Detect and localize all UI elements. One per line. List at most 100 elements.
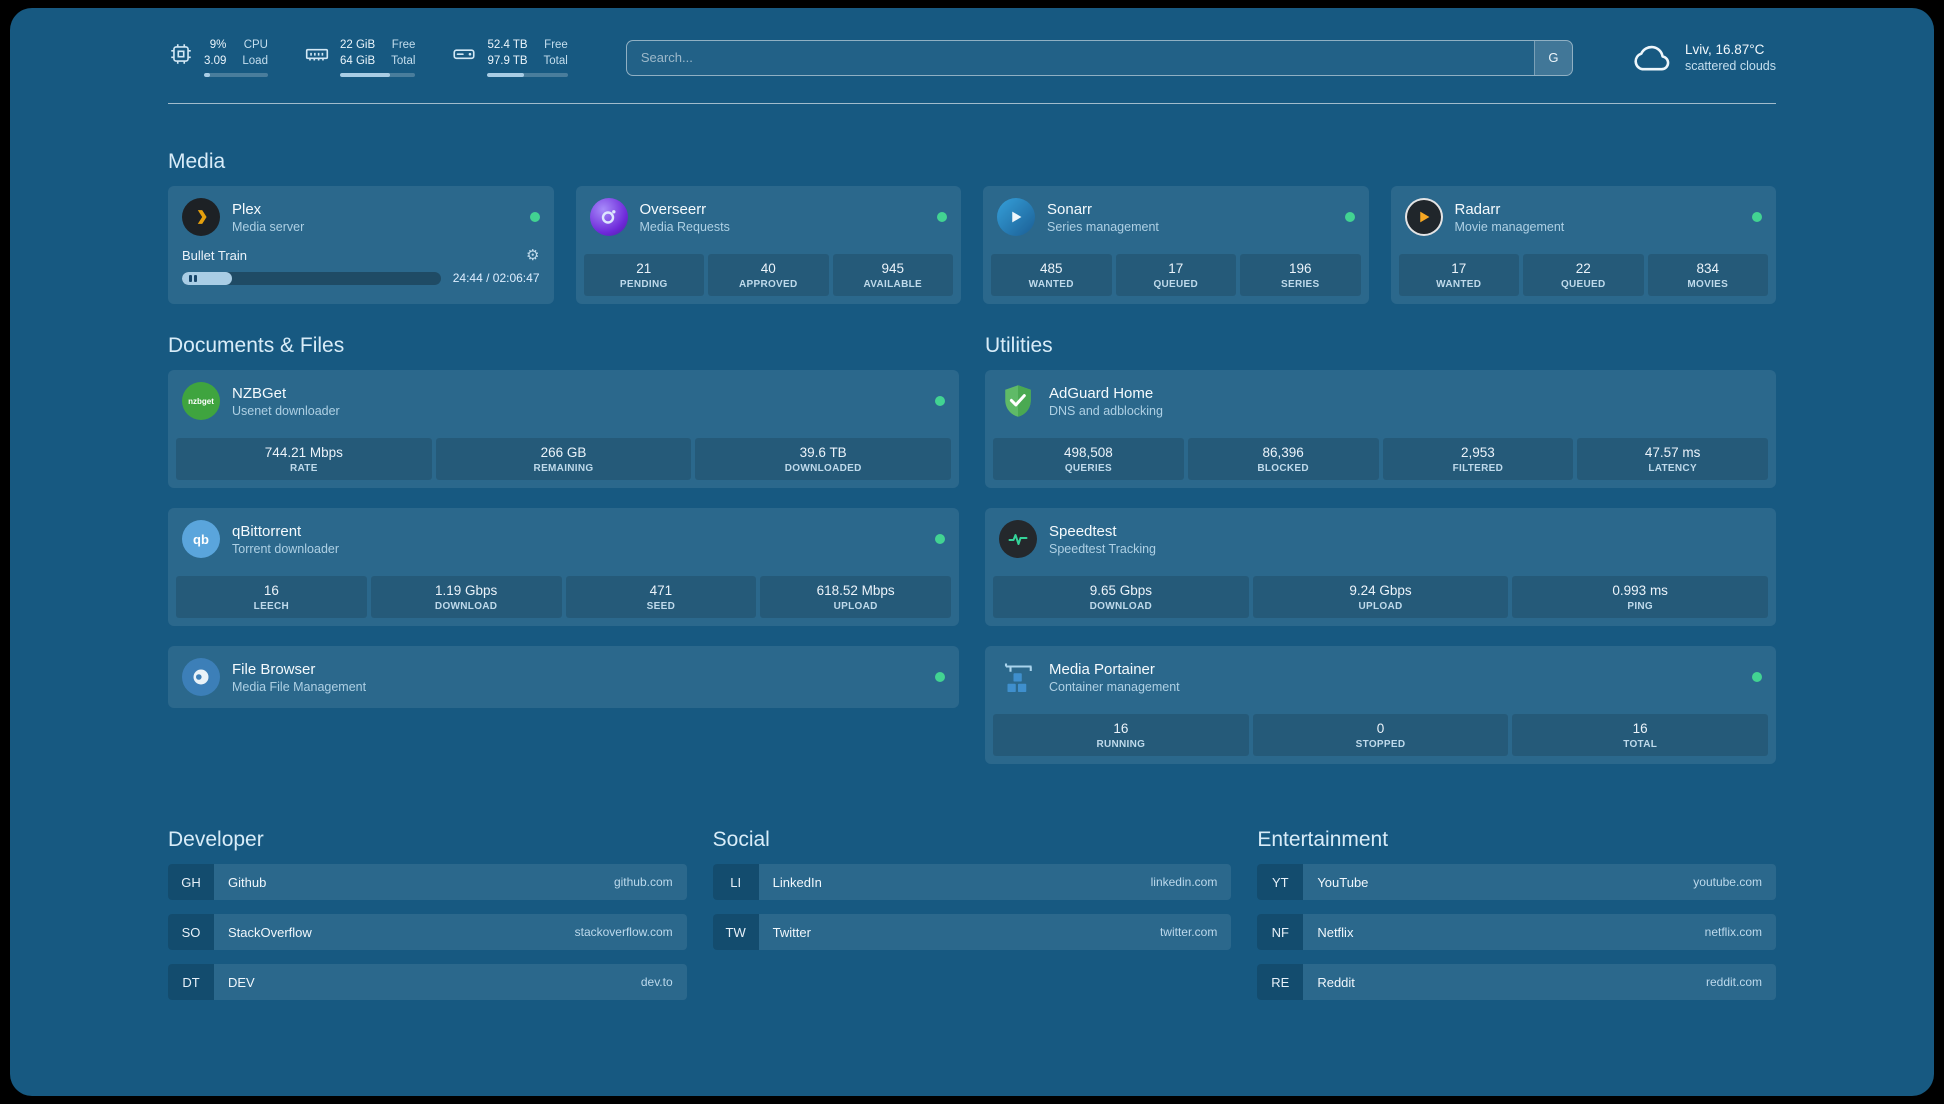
service-name: Media Portainer bbox=[1049, 660, 1155, 678]
stat-leech: 16 LEECH bbox=[176, 576, 367, 619]
stat-remaining: 266 GB REMAINING bbox=[435, 438, 692, 481]
memory-widget: 22 GiB 64 GiB Free Total bbox=[304, 38, 416, 78]
speedtest-card[interactable]: Speedtest Speedtest Tracking 9.65 Gbps D… bbox=[985, 508, 1776, 627]
bookmark-abbr: SO bbox=[168, 914, 214, 951]
bookmark-name: DEV bbox=[228, 974, 255, 990]
qbittorrent-card[interactable]: qb qBittorrent Torrent downloader 16 LEE… bbox=[168, 508, 959, 627]
stat-running: 16 RUNNING bbox=[993, 714, 1249, 757]
service-subtitle: Media File Management bbox=[232, 679, 367, 694]
stat-total: 16 TOTAL bbox=[1512, 714, 1769, 757]
portainer-card[interactable]: Media Portainer Container management 16 … bbox=[985, 646, 1776, 765]
bookmark-name: Reddit bbox=[1317, 974, 1355, 990]
disk-total-label: Total bbox=[543, 54, 568, 67]
service-name: Plex bbox=[232, 200, 262, 218]
stat-filtered: 2,953 FILTERED bbox=[1382, 438, 1574, 481]
bookmark-url: youtube.com bbox=[1693, 875, 1762, 890]
portainer-crane-icon bbox=[999, 658, 1037, 696]
sonarr-card[interactable]: Sonarr Series management 485 WANTED 17 Q… bbox=[983, 186, 1369, 305]
service-name: File Browser bbox=[232, 660, 316, 678]
weather-widget: Lviv, 16.87°C scattered clouds bbox=[1631, 42, 1776, 74]
stat-queued: 22 QUEUED bbox=[1523, 254, 1644, 297]
stat-approved: 40 APPROVED bbox=[708, 254, 829, 297]
stat-movies: 834 MOVIES bbox=[1647, 254, 1768, 297]
service-subtitle: Torrent downloader bbox=[232, 541, 340, 556]
stat-queries: 498,508 QUERIES bbox=[993, 438, 1184, 481]
filebrowser-card[interactable]: File Browser Media File Management bbox=[168, 646, 959, 709]
bookmark-stackoverflow[interactable]: SO StackOverflow stackoverflow.com bbox=[168, 914, 687, 951]
stat-rate: 744.21 Mbps RATE bbox=[176, 438, 432, 481]
bookmark-github[interactable]: GH Github github.com bbox=[168, 864, 687, 901]
bookmark-dev[interactable]: DT DEV dev.to bbox=[168, 964, 687, 1001]
memory-icon bbox=[304, 41, 330, 67]
bookmark-reddit[interactable]: RE Reddit reddit.com bbox=[1257, 964, 1776, 1001]
qbittorrent-icon: qb bbox=[182, 520, 220, 559]
bookmark-linkedin[interactable]: LI LinkedIn linkedin.com bbox=[712, 864, 1232, 901]
memory-usage-bar bbox=[339, 73, 416, 78]
stat-seed: 471 SEED bbox=[565, 576, 757, 619]
stat-download: 1.19 Gbps DOWNLOAD bbox=[370, 576, 562, 619]
service-name: Sonarr bbox=[1047, 200, 1093, 218]
cpu-usage-bar bbox=[204, 73, 268, 78]
status-dot bbox=[1752, 672, 1762, 683]
adguard-card[interactable]: AdGuard Home DNS and adblocking 498,508 … bbox=[985, 370, 1776, 489]
service-subtitle: Series management bbox=[1047, 219, 1159, 234]
section-title-developer: Developer bbox=[168, 828, 264, 852]
cpu-load-label: Load bbox=[242, 54, 268, 67]
bookmark-name: LinkedIn bbox=[772, 874, 822, 890]
dashboard: 9% 3.09 CPU Load 22 GiB bbox=[10, 8, 1934, 1096]
header-divider bbox=[168, 103, 1776, 105]
memory-total-label: Total bbox=[391, 54, 416, 67]
bookmarks-developer: Developer GH Github github.com SO StackO… bbox=[168, 828, 687, 1001]
radarr-card[interactable]: Radarr Movie management 17 WANTED 22 QUE… bbox=[1390, 186, 1776, 305]
plex-card[interactable]: Plex Media server Bullet Train ⚙ 24:44 /… bbox=[168, 186, 554, 305]
memory-total-value: 64 GiB bbox=[339, 54, 376, 67]
service-subtitle: DNS and adblocking bbox=[1049, 403, 1163, 418]
disk-usage-bar bbox=[487, 73, 568, 78]
stat-upload: 9.24 Gbps UPLOAD bbox=[1252, 576, 1509, 619]
weather-condition: scattered clouds bbox=[1684, 59, 1776, 74]
pause-icon[interactable] bbox=[189, 274, 197, 282]
weather-location: Lviv, 16.87°C bbox=[1684, 42, 1765, 58]
bookmark-name: Github bbox=[228, 874, 267, 890]
search-engine-button[interactable]: G bbox=[1533, 40, 1572, 75]
memory-free-label: Free bbox=[391, 39, 416, 51]
bookmark-body: YouTube youtube.com bbox=[1303, 864, 1776, 901]
playback-time: 24:44 / 02:06:47 bbox=[452, 271, 540, 286]
bookmark-abbr: GH bbox=[168, 864, 214, 901]
search-input[interactable] bbox=[626, 50, 1534, 66]
stat-ping: 0.993 ms PING bbox=[1512, 576, 1769, 619]
status-dot bbox=[935, 396, 945, 407]
bookmark-abbr: RE bbox=[1257, 964, 1304, 1001]
section-title-social: Social bbox=[712, 828, 770, 852]
bookmark-url: github.com bbox=[613, 875, 673, 890]
stat-stopped: 0 STOPPED bbox=[1252, 714, 1509, 757]
cpu-percent: 9% bbox=[209, 39, 227, 51]
bookmark-netflix[interactable]: NF Netflix netflix.com bbox=[1257, 914, 1776, 951]
service-subtitle: Movie management bbox=[1454, 219, 1565, 234]
status-dot bbox=[529, 212, 540, 223]
stat-blocked: 86,396 BLOCKED bbox=[1187, 438, 1379, 481]
service-subtitle: Usenet downloader bbox=[232, 403, 340, 418]
service-name: Speedtest bbox=[1049, 522, 1117, 540]
playback-progress-bar bbox=[182, 271, 441, 285]
gear-icon[interactable]: ⚙ bbox=[526, 247, 540, 265]
sonarr-icon bbox=[997, 198, 1035, 237]
nzbget-icon: nzbget bbox=[182, 382, 220, 421]
overseerr-card[interactable]: Overseerr Media Requests 21 PENDING 40 A… bbox=[575, 186, 961, 305]
stat-queued: 17 QUEUED bbox=[1115, 254, 1236, 297]
bookmark-url: linkedin.com bbox=[1150, 875, 1218, 890]
stat-pending: 21 PENDING bbox=[583, 254, 704, 297]
cpu-widget: 9% 3.09 CPU Load bbox=[168, 38, 268, 78]
service-subtitle: Media Requests bbox=[639, 219, 730, 234]
bookmark-youtube[interactable]: YT YouTube youtube.com bbox=[1257, 864, 1776, 901]
stat-series: 196 SERIES bbox=[1240, 254, 1361, 297]
status-dot bbox=[937, 212, 947, 223]
bookmark-name: StackOverflow bbox=[228, 924, 312, 940]
bookmark-abbr: LI bbox=[712, 864, 759, 901]
service-name: Radarr bbox=[1454, 200, 1501, 218]
bookmark-body: StackOverflow stackoverflow.com bbox=[214, 914, 687, 951]
nzbget-card[interactable]: nzbget NZBGet Usenet downloader 744.21 M… bbox=[168, 370, 959, 489]
bookmarks-social: Social LI LinkedIn linkedin.com TW Twitt… bbox=[712, 828, 1232, 1000]
bookmark-twitter[interactable]: TW Twitter twitter.com bbox=[712, 914, 1232, 951]
overseerr-icon bbox=[589, 198, 628, 237]
